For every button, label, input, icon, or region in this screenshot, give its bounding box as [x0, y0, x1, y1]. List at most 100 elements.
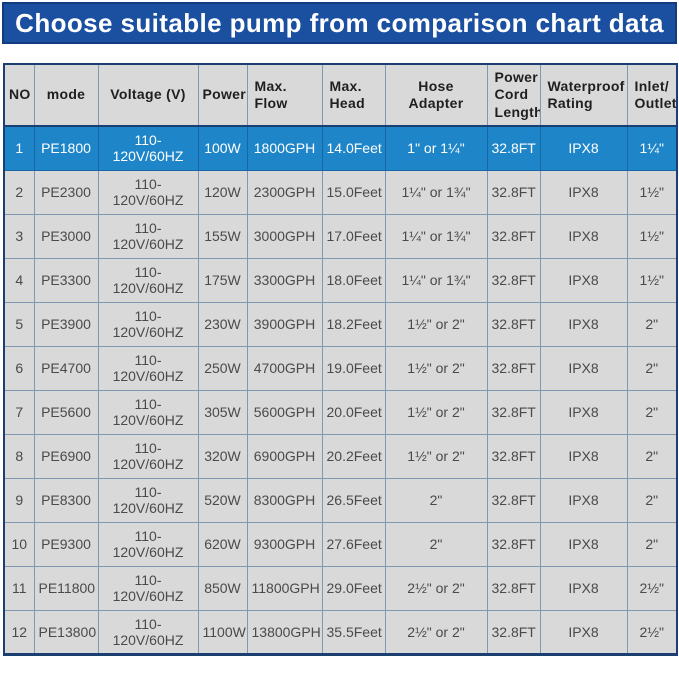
cell-power: 100W [197, 125, 248, 171]
cell-inlet-outlet: 2½" [626, 609, 678, 655]
cell-power-cord-length: 32.8FT [486, 477, 541, 523]
cell-inlet-outlet: 1½" [626, 257, 678, 303]
cell-voltage: 110-120V/60HZ [97, 125, 199, 171]
cell-max-flow: 4700GPH [246, 345, 323, 391]
cell-max-head: 20.2Feet [321, 433, 386, 479]
cell-no: 3 [3, 213, 35, 259]
cell-no: 7 [3, 389, 35, 435]
cell-mode: PE2300 [33, 169, 99, 215]
cell-mode: PE5600 [33, 389, 99, 435]
cell-inlet-outlet: 2" [626, 345, 678, 391]
cell-power: 120W [197, 169, 248, 215]
table-row-pe13800: 12 PE13800 110-120V/60HZ 1100W 13800GPH 35.5F… [3, 609, 678, 655]
cell-max-head: 17.0Feet [321, 213, 386, 259]
cell-max-head: 18.2Feet [321, 301, 386, 347]
column-header-inlet-outlet: Inlet/ Outlet [626, 63, 678, 127]
cell-max-flow: 2300GPH [246, 169, 323, 215]
cell-inlet-outlet: 2" [626, 521, 678, 567]
cell-hose-adapter: 1½" or 2" [384, 345, 488, 391]
column-header-max-head: Max. Head [321, 63, 386, 127]
cell-mode: PE3900 [33, 301, 99, 347]
cell-no: 8 [3, 433, 35, 479]
cell-mode: PE4700 [33, 345, 99, 391]
cell-mode: PE3300 [33, 257, 99, 303]
cell-mode: PE11800 [33, 565, 99, 611]
column-header-power: Power [197, 63, 248, 127]
cell-power-cord-length: 32.8FT [486, 389, 541, 435]
cell-power: 155W [197, 213, 248, 259]
cell-power: 320W [197, 433, 248, 479]
cell-max-flow: 13800GPH [246, 609, 323, 655]
cell-voltage: 110-120V/60HZ [97, 389, 199, 435]
cell-power: 230W [197, 301, 248, 347]
cell-waterproof-rating: IPX8 [539, 521, 628, 567]
cell-power: 305W [197, 389, 248, 435]
cell-no: 12 [3, 609, 35, 655]
table-row-pe3000: 3 PE3000 110-120V/60HZ 155W 3000GPH 17.0Feet 1… [3, 213, 678, 259]
cell-no: 4 [3, 257, 35, 303]
cell-power: 850W [197, 565, 248, 611]
cell-voltage: 110-120V/60HZ [97, 213, 199, 259]
cell-mode: PE13800 [33, 609, 99, 655]
cell-max-head: 29.0Feet [321, 565, 386, 611]
column-header-voltage: Voltage (V) [97, 63, 199, 127]
table-body: 1 PE1800 110-120V/60HZ 100W 1800GPH 14.0Feet 1… [3, 125, 678, 655]
column-header-hose-adapter: Hose Adapter [384, 63, 488, 127]
cell-power-cord-length: 32.8FT [486, 125, 541, 171]
cell-waterproof-rating: IPX8 [539, 433, 628, 479]
cell-waterproof-rating: IPX8 [539, 389, 628, 435]
cell-max-flow: 8300GPH [246, 477, 323, 523]
cell-waterproof-rating: IPX8 [539, 477, 628, 523]
cell-power: 175W [197, 257, 248, 303]
cell-voltage: 110-120V/60HZ [97, 609, 199, 655]
cell-voltage: 110-120V/60HZ [97, 257, 199, 303]
cell-hose-adapter: 1½" or 2" [384, 433, 488, 479]
cell-no: 11 [3, 565, 35, 611]
table-row-pe11800: 11 PE11800 110-120V/60HZ 850W 11800GPH 29.0Fe… [3, 565, 678, 611]
cell-hose-adapter: 1¼" or 1¾" [384, 213, 488, 259]
cell-hose-adapter: 1¼" or 1¾" [384, 257, 488, 303]
cell-waterproof-rating: IPX8 [539, 213, 628, 259]
cell-power-cord-length: 32.8FT [486, 565, 541, 611]
cell-inlet-outlet: 2" [626, 477, 678, 523]
cell-voltage: 110-120V/60HZ [97, 521, 199, 567]
cell-no: 1 [3, 125, 35, 171]
cell-max-flow: 5600GPH [246, 389, 323, 435]
cell-max-flow: 9300GPH [246, 521, 323, 567]
cell-max-head: 14.0Feet [321, 125, 386, 171]
cell-no: 9 [3, 477, 35, 523]
cell-no: 2 [3, 169, 35, 215]
cell-max-head: 18.0Feet [321, 257, 386, 303]
table-row-pe6900: 8 PE6900 110-120V/60HZ 320W 6900GPH 20.2Feet 1… [3, 433, 678, 479]
column-header-mode: mode [33, 63, 99, 127]
cell-mode: PE8300 [33, 477, 99, 523]
cell-mode: PE9300 [33, 521, 99, 567]
cell-waterproof-rating: IPX8 [539, 125, 628, 171]
cell-max-head: 26.5Feet [321, 477, 386, 523]
cell-power-cord-length: 32.8FT [486, 345, 541, 391]
cell-max-flow: 6900GPH [246, 433, 323, 479]
cell-no: 6 [3, 345, 35, 391]
pump-comparison-table: NO mode Voltage (V) Power Max. Flow Max. Head… [3, 63, 678, 656]
column-header-no: NO [3, 63, 35, 127]
table-row-pe9300: 10 PE9300 110-120V/60HZ 620W 9300GPH 27.6Feet… [3, 521, 678, 567]
table-row-pe3300: 4 PE3300 110-120V/60HZ 175W 3300GPH 18.0Feet 1… [3, 257, 678, 303]
cell-hose-adapter: 1¼" or 1¾" [384, 169, 488, 215]
table-row-pe5600: 7 PE5600 110-120V/60HZ 305W 5600GPH 20.0Feet 1… [3, 389, 678, 435]
cell-max-head: 15.0Feet [321, 169, 386, 215]
cell-waterproof-rating: IPX8 [539, 345, 628, 391]
table-row-pe1800: 1 PE1800 110-120V/60HZ 100W 1800GPH 14.0Feet 1… [3, 125, 678, 171]
cell-power-cord-length: 32.8FT [486, 257, 541, 303]
cell-inlet-outlet: 2" [626, 433, 678, 479]
cell-max-head: 27.6Feet [321, 521, 386, 567]
cell-power-cord-length: 32.8FT [486, 609, 541, 655]
cell-voltage: 110-120V/60HZ [97, 169, 199, 215]
table-row-pe8300: 9 PE8300 110-120V/60HZ 520W 8300GPH 26.5Feet 2… [3, 477, 678, 523]
cell-inlet-outlet: 1½" [626, 169, 678, 215]
cell-power-cord-length: 32.8FT [486, 521, 541, 567]
cell-inlet-outlet: 1½" [626, 213, 678, 259]
cell-waterproof-rating: IPX8 [539, 565, 628, 611]
cell-max-flow: 1800GPH [246, 125, 323, 171]
cell-no: 5 [3, 301, 35, 347]
